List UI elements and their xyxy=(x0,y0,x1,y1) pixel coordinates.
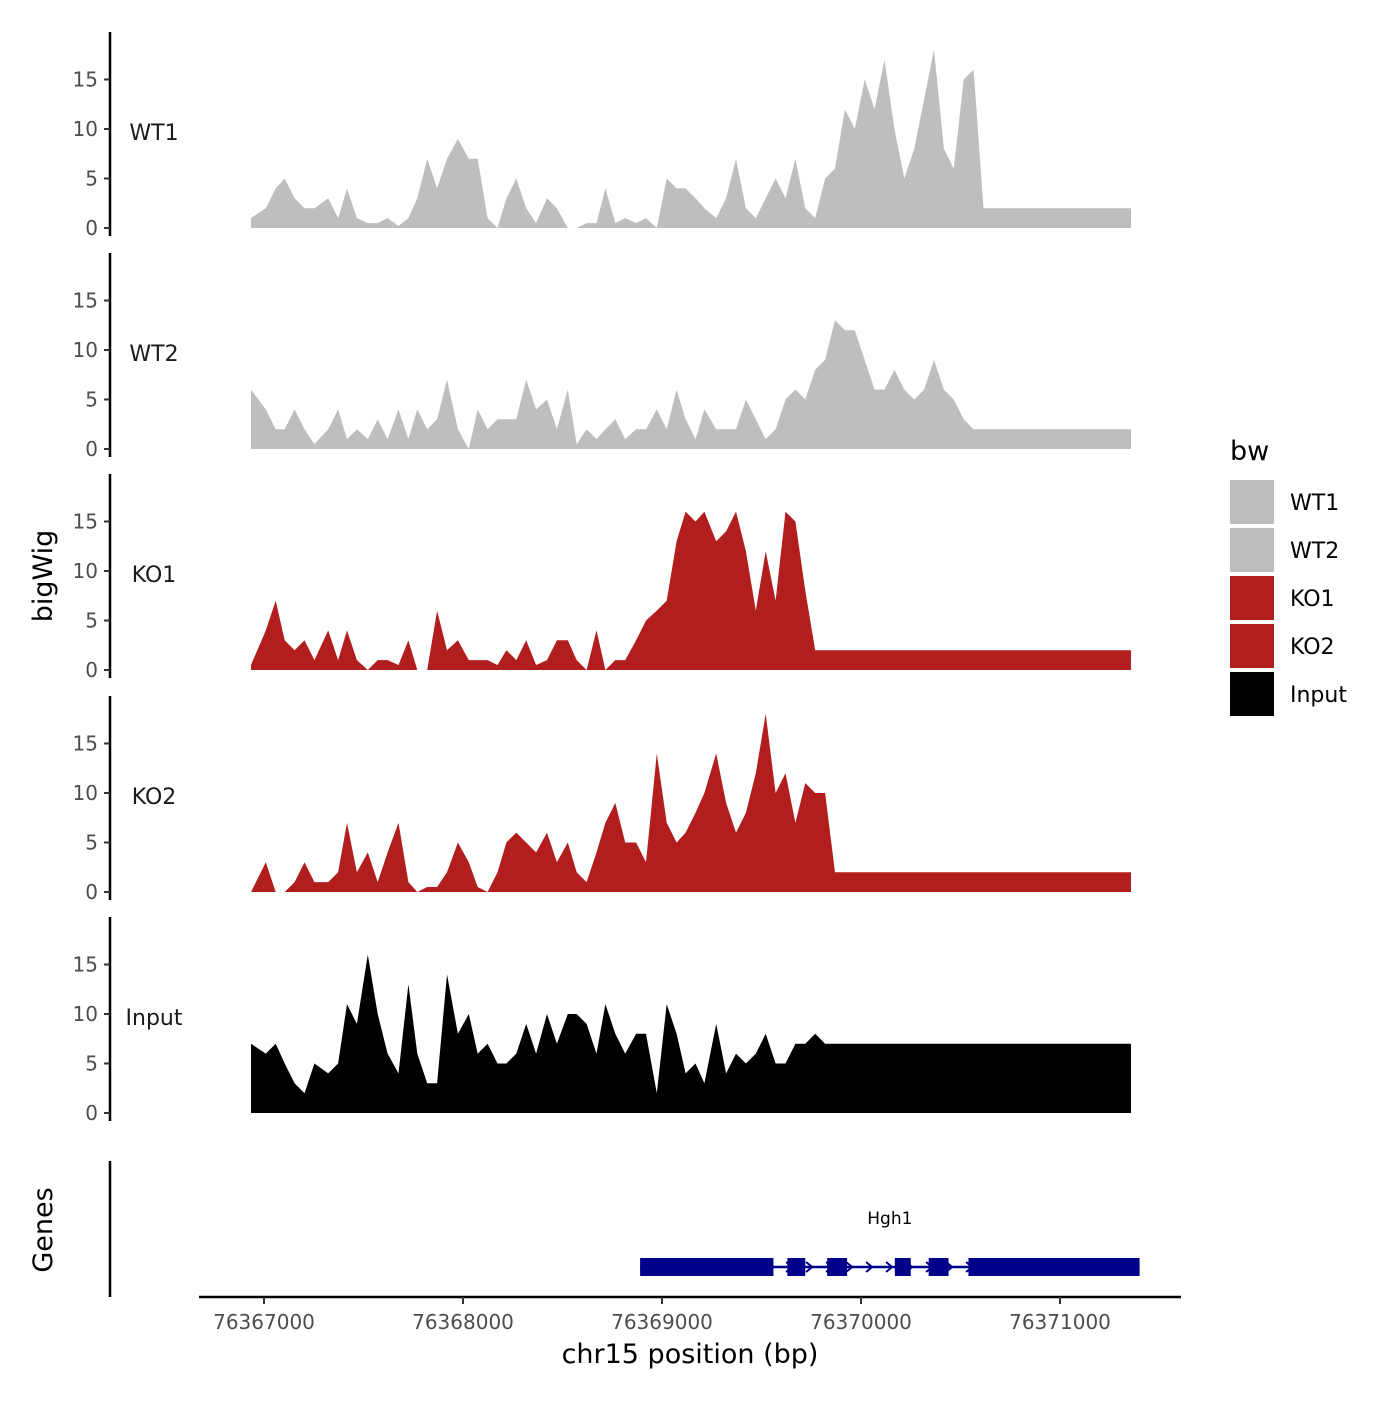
coverage-area-wt1 xyxy=(251,49,1131,228)
legend-swatch-ko1 xyxy=(1230,576,1274,620)
legend: bw WT1 WT2 KO1 KO2 Input xyxy=(1230,436,1347,716)
coverage-area-input xyxy=(251,954,1131,1113)
track-label: WT1 xyxy=(129,121,178,146)
y-tick-label: 10 xyxy=(73,559,98,583)
x-tick-label: 76367000 xyxy=(213,1310,315,1334)
x-tick-label: 76370000 xyxy=(810,1310,912,1334)
y-tick-label: 0 xyxy=(85,658,98,682)
legend-label-input: Input xyxy=(1290,683,1347,708)
strand-arrow xyxy=(885,1261,894,1273)
track-panel-wt1: 0 5 10 15 WT1 xyxy=(73,31,1131,240)
y-tick-label: 0 xyxy=(85,1101,98,1125)
legend-title: bw xyxy=(1230,436,1269,467)
gene-label: Hgh1 xyxy=(867,1209,912,1229)
y-tick-label: 0 xyxy=(85,437,98,461)
y-tick-label: 15 xyxy=(73,68,98,92)
legend-swatch-wt2 xyxy=(1230,528,1274,572)
x-tick-label: 76369000 xyxy=(611,1310,713,1334)
genes-axis-title: Genes xyxy=(28,1187,59,1272)
coverage-area-wt2 xyxy=(251,320,1131,449)
gene-exon xyxy=(894,1258,911,1276)
track-panels: 0 5 10 15 WT1 0 5 10 15 WT2 0 5 10 15 KO1 0 5 10 15 KO2 0 5 10… xyxy=(73,31,1131,1125)
y-tick-label: 5 xyxy=(85,609,98,633)
legend-label-ko2: KO2 xyxy=(1290,635,1335,660)
track-label: KO1 xyxy=(132,563,177,588)
y-tick-label: 10 xyxy=(73,117,98,141)
y-tick-label: 5 xyxy=(85,388,98,412)
coverage-area-ko1 xyxy=(251,511,1131,670)
gene-exon xyxy=(968,1258,1140,1276)
legend-swatch-input xyxy=(1230,672,1274,716)
track-label: WT2 xyxy=(129,342,178,367)
y-tick-label: 0 xyxy=(85,880,98,904)
strand-arrow xyxy=(865,1261,874,1273)
genes-panel: Hgh1 xyxy=(108,1161,1140,1297)
track-label: Input xyxy=(126,1006,183,1031)
y-tick-label: 5 xyxy=(85,1052,98,1076)
y-tick-label: 15 xyxy=(73,732,98,756)
x-axis: 76367000 76368000 76369000 76370000 76371000 xyxy=(199,1295,1181,1334)
y-axis-title: bigWig xyxy=(28,530,59,623)
gene-exon xyxy=(827,1258,848,1276)
y-tick-label: 15 xyxy=(73,289,98,313)
legend-swatch-wt1 xyxy=(1230,480,1274,524)
gene-exon xyxy=(640,1258,774,1276)
strand-arrow xyxy=(845,1261,854,1273)
y-tick-label: 10 xyxy=(73,338,98,362)
track-panel-ko1: 0 5 10 15 KO1 xyxy=(73,473,1131,682)
coverage-area-ko2 xyxy=(251,713,1131,892)
gene-exon xyxy=(928,1258,949,1276)
y-tick-label: 10 xyxy=(73,1002,98,1026)
y-tick-label: 10 xyxy=(73,781,98,805)
legend-label-wt1: WT1 xyxy=(1290,491,1339,516)
track-panel-input: 0 5 10 15 Input xyxy=(73,916,1131,1125)
y-tick-label: 5 xyxy=(85,167,98,191)
track-panel-wt2: 0 5 10 15 WT2 xyxy=(73,252,1131,461)
track-panel-ko2: 0 5 10 15 KO2 xyxy=(73,695,1131,904)
gene-exon xyxy=(787,1258,806,1276)
x-axis-title: chr15 position (bp) xyxy=(562,1339,819,1370)
y-tick-label: 15 xyxy=(73,510,98,534)
y-tick-label: 5 xyxy=(85,831,98,855)
y-tick-label: 0 xyxy=(85,216,98,240)
x-tick-label: 76368000 xyxy=(412,1310,514,1334)
legend-label-ko1: KO1 xyxy=(1290,587,1335,612)
x-tick-label: 76371000 xyxy=(1009,1310,1111,1334)
y-tick-label: 15 xyxy=(73,953,98,977)
strand-arrow xyxy=(805,1261,814,1273)
legend-label-wt2: WT2 xyxy=(1290,539,1339,564)
track-label: KO2 xyxy=(132,785,177,810)
legend-swatch-ko2 xyxy=(1230,624,1274,668)
